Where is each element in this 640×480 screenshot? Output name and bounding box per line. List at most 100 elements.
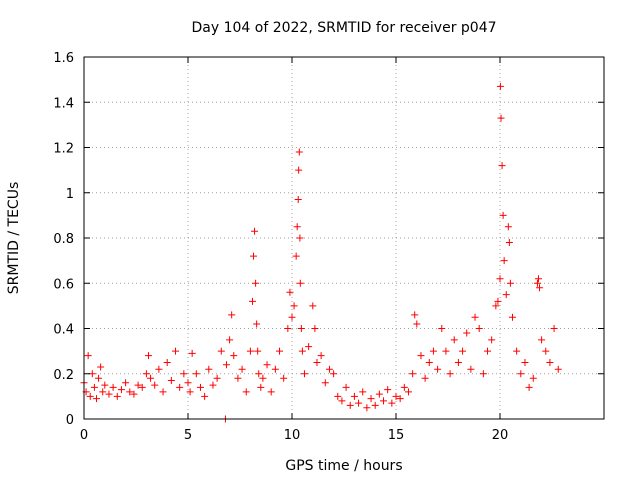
data-point — [554, 365, 562, 373]
x-axis-ticks: 0 5 10 15 20 — [80, 57, 508, 443]
data-point — [494, 297, 502, 305]
data-point — [375, 390, 383, 398]
data-point — [230, 352, 238, 360]
data-point — [380, 397, 388, 405]
data-point — [371, 401, 379, 409]
data-point — [205, 365, 213, 373]
data-point — [550, 325, 558, 332]
data-point — [117, 386, 125, 394]
data-point — [342, 383, 350, 391]
y-axis-ticks: 0 0.2 0.4 0.6 0.8 1 1.2 1.4 1.6 — [53, 51, 604, 428]
data-point — [309, 302, 317, 310]
data-point — [413, 320, 421, 328]
data-point — [479, 370, 487, 378]
data-point — [363, 404, 371, 412]
data-point — [471, 313, 479, 321]
data-point — [155, 365, 163, 373]
data-point — [542, 347, 550, 355]
data-point — [284, 325, 292, 332]
data-point — [525, 383, 533, 391]
data-point — [238, 365, 246, 373]
data-point — [242, 388, 250, 396]
data-point — [475, 325, 483, 332]
data-point — [529, 374, 537, 382]
data-point — [286, 288, 294, 296]
data-point — [251, 227, 259, 235]
data-point — [147, 374, 155, 382]
data-point — [484, 347, 492, 355]
data-point — [508, 313, 516, 321]
data-point — [517, 370, 525, 378]
data-point — [538, 336, 546, 344]
y-tick-label: 1.6 — [53, 51, 74, 66]
data-point — [113, 392, 121, 400]
data-point — [330, 370, 338, 378]
y-tick-label: 1.4 — [53, 96, 74, 111]
data-point — [505, 239, 513, 247]
data-point — [355, 399, 363, 407]
data-point — [209, 381, 217, 389]
data-point — [521, 358, 529, 366]
x-tick-label: 15 — [388, 428, 405, 443]
data-point — [267, 388, 275, 396]
data-point — [159, 388, 167, 396]
data-point — [294, 196, 302, 204]
data-point — [213, 374, 221, 382]
data-point — [271, 365, 279, 373]
data-point — [311, 325, 319, 332]
data-point — [248, 297, 256, 305]
data-point — [97, 363, 105, 371]
data-point — [90, 383, 98, 391]
x-axis-label: GPS time / hours — [285, 458, 402, 474]
data-point — [192, 370, 200, 378]
data-point — [404, 388, 412, 396]
data-point — [99, 388, 107, 396]
data-point — [298, 347, 306, 355]
data-point — [86, 392, 94, 400]
data-point — [536, 284, 544, 292]
data-point — [367, 395, 375, 403]
y-axis-label: SRMTID / TECUs — [6, 182, 22, 295]
data-point — [263, 361, 271, 369]
data-point — [138, 383, 146, 391]
data-point — [101, 381, 109, 389]
data-point — [417, 352, 425, 360]
data-point — [305, 343, 313, 351]
data-point — [172, 347, 180, 355]
data-point — [109, 383, 117, 391]
data-point — [500, 257, 508, 265]
y-tick-label: 1 — [66, 187, 74, 202]
data-point — [388, 399, 396, 407]
data-point — [105, 390, 113, 398]
data-point — [434, 365, 442, 373]
data-point — [292, 252, 300, 260]
y-tick-label: 0.4 — [53, 323, 74, 338]
data-point — [201, 392, 209, 400]
data-point — [188, 349, 196, 357]
data-point — [163, 358, 171, 366]
data-point — [421, 374, 429, 382]
data-point — [546, 358, 554, 366]
data-point — [409, 370, 417, 378]
data-point — [513, 347, 521, 355]
data-point — [253, 320, 261, 328]
data-point — [492, 302, 500, 310]
data-point — [488, 336, 496, 344]
data-point — [497, 114, 505, 122]
chart-title: Day 104 of 2022, SRMTID for receiver p04… — [191, 20, 496, 36]
data-point — [325, 365, 333, 373]
data-point — [321, 379, 329, 387]
data-point — [496, 82, 504, 90]
data-point — [400, 383, 408, 391]
data-point — [246, 347, 254, 355]
data-point — [534, 275, 542, 283]
data-point — [293, 223, 301, 231]
data-point — [180, 370, 188, 378]
data-point — [130, 390, 138, 398]
data-point — [425, 358, 433, 366]
data-point — [463, 329, 471, 337]
data-point — [296, 279, 304, 287]
x-tick-label: 5 — [184, 428, 192, 443]
y-tick-label: 0.8 — [53, 232, 74, 247]
data-point — [184, 379, 192, 387]
